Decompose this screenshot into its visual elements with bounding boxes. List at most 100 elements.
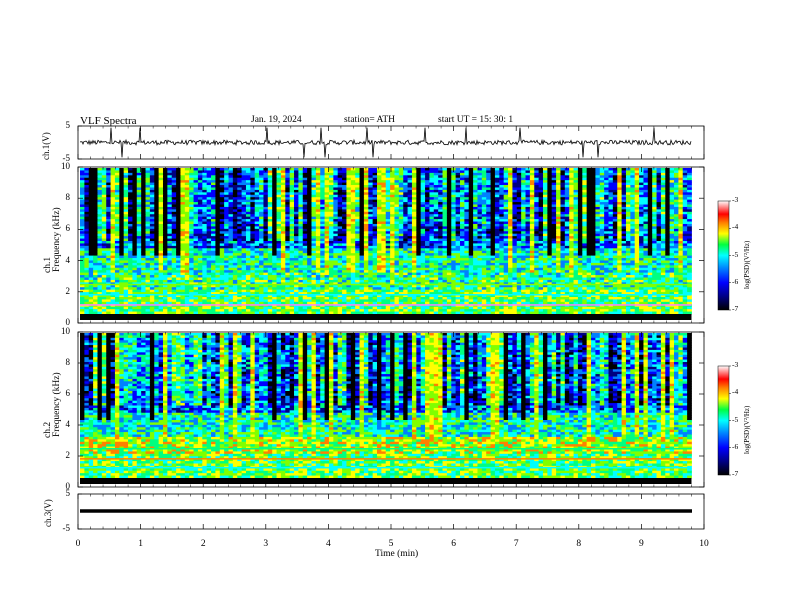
spectrogram-cell [459, 192, 465, 196]
spectrogram-cell [682, 185, 688, 188]
spectrogram-cell [508, 231, 513, 235]
spectrogram-cell [446, 211, 452, 215]
spectrogram-cell [682, 177, 688, 181]
spectrogram-cell [481, 223, 487, 227]
spectrogram-cell [604, 180, 609, 183]
spectrogram-cell [639, 204, 644, 208]
spectrogram-cell [211, 170, 216, 174]
spectrogram-cell [451, 199, 457, 203]
spectrogram-cell [416, 185, 422, 188]
spectrogram-cell [429, 192, 435, 196]
spectrogram-cell [333, 189, 339, 193]
spectrogram-cell [123, 204, 129, 208]
spectrogram-cell [660, 194, 666, 198]
spectrogram-cell [97, 223, 103, 227]
spectrogram-cell [547, 223, 553, 227]
spectrogram-cell [407, 211, 413, 215]
spectrogram-cell [123, 228, 129, 232]
spectrogram-cell [512, 209, 518, 213]
spectrogram-cell [377, 219, 382, 222]
spectrogram-cell [403, 180, 408, 183]
spectrogram-cell [280, 192, 286, 196]
spectrogram-cell [416, 192, 422, 196]
spectrogram-cell [464, 221, 470, 225]
spectrogram-cell [665, 243, 671, 247]
spectrogram-cell [93, 199, 98, 203]
spectrogram-cell [307, 238, 312, 242]
spectrogram-cell [425, 243, 430, 247]
spectrogram-cell [167, 192, 173, 196]
spectrogram-cell [459, 245, 465, 249]
spectrogram-cell [311, 253, 317, 256]
spectrogram-cell [499, 236, 505, 239]
spectrogram-cell [599, 228, 605, 232]
spectrogram-cell [656, 177, 662, 181]
spectrogram-cell [451, 250, 457, 254]
spectrogram-cell [512, 219, 518, 222]
spectrogram-cell [621, 231, 627, 235]
spectrogram-cell [136, 243, 142, 247]
spectrogram-cell [542, 223, 548, 227]
spectrogram-cell [158, 194, 164, 198]
spectrogram-cell [385, 216, 391, 220]
spectrogram-cell [521, 187, 526, 191]
spectrogram-cell [542, 168, 548, 171]
spectrogram-cell [263, 248, 269, 252]
spectrogram-cell [621, 221, 627, 225]
spectrogram-cell [228, 214, 234, 218]
spectrogram-cell [416, 221, 422, 225]
spectrogram-cell [381, 219, 387, 222]
spectrogram-cell [595, 206, 601, 210]
spectrogram-cell [647, 192, 653, 196]
spectrogram-cell [372, 221, 378, 225]
spectrogram-cell [569, 180, 574, 183]
spectrogram-cell [355, 223, 360, 227]
spectrogram-cell [128, 241, 133, 244]
spectrogram-cell [656, 187, 662, 191]
spectrogram-cell [398, 228, 404, 232]
spectrogram-cell [276, 182, 282, 186]
spectrogram-cell [516, 250, 522, 254]
spectrogram-cell [276, 248, 282, 252]
spectrogram-cell [438, 241, 443, 244]
spectrogram-cell [241, 241, 247, 244]
spectrogram-cell [468, 204, 474, 208]
spectrogram-cell [564, 177, 570, 181]
spectrogram-cell [289, 228, 295, 232]
spectrogram-cell [171, 214, 177, 218]
spectrogram-cell [481, 211, 487, 215]
spectrogram-cell [337, 170, 343, 174]
spectrogram-cell [123, 180, 129, 183]
spectrogram-cell [333, 245, 339, 249]
spectrogram-cell [254, 241, 260, 244]
spectrogram-cell [564, 211, 570, 215]
spectrogram-cell [669, 180, 675, 183]
spectrogram-cell [307, 231, 312, 235]
spectrogram-cell [499, 219, 505, 222]
spectrogram-cell [84, 223, 90, 227]
spectrogram-cell [84, 214, 90, 218]
spectrogram-cell [499, 194, 505, 198]
spectrogram-cell [390, 219, 395, 222]
spectrogram-cell [647, 170, 653, 174]
spectrogram-cell [486, 206, 491, 210]
spectrogram-cell [259, 180, 264, 183]
spectrogram-cell [145, 185, 151, 188]
spectrogram-cell [652, 180, 657, 183]
spectrogram-cell [294, 189, 299, 193]
spectrogram-cell [586, 241, 592, 244]
spectrogram-cell [211, 194, 216, 198]
spectrogram-cell [285, 189, 291, 193]
spectrogram-cell [106, 172, 111, 176]
spectrogram-cell [342, 202, 347, 205]
spectrogram-cell [542, 206, 548, 210]
spectrogram-cell [320, 241, 325, 244]
spectrogram-cell [446, 177, 452, 181]
spectrogram-cell [280, 204, 286, 208]
spectrogram-cell [333, 202, 339, 205]
spectrogram-cell [464, 248, 470, 252]
spectrogram-cell [359, 243, 365, 247]
spectrogram-cell [241, 175, 247, 179]
spectrogram-cell [219, 223, 225, 227]
spectrogram-cell [355, 248, 360, 252]
